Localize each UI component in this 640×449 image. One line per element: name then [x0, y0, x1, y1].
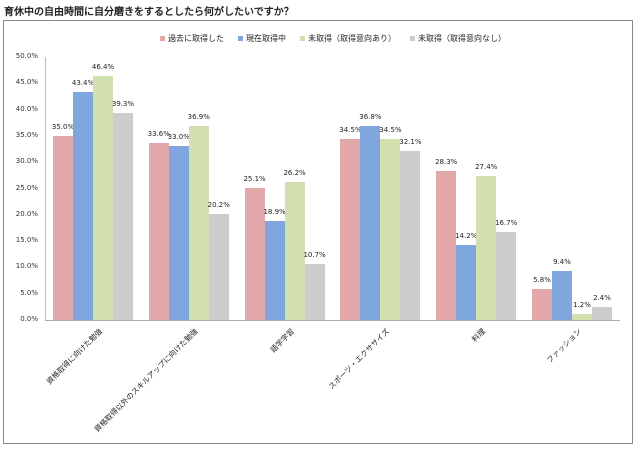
- data-label: 33.0%: [167, 133, 190, 142]
- bar: [244, 187, 265, 320]
- bar: [168, 146, 189, 320]
- data-label: 10.7%: [303, 250, 326, 259]
- data-label: 25.1%: [243, 174, 266, 183]
- y-tick-label: 30.0%: [15, 157, 38, 166]
- data-label: 26.2%: [283, 169, 306, 178]
- data-label: 32.1%: [399, 138, 422, 147]
- data-label: 1.2%: [573, 300, 591, 309]
- bar: [148, 143, 169, 320]
- legend-item: 未取得（取得意向あり）: [300, 33, 396, 44]
- data-label: 34.5%: [379, 125, 402, 134]
- y-tick-label: 25.0%: [15, 183, 38, 192]
- bar: [340, 138, 361, 320]
- legend-item: 過去に取得した: [160, 33, 224, 44]
- bar: [380, 138, 401, 320]
- y-tick-label: 45.0%: [15, 78, 38, 87]
- bar: [400, 151, 421, 320]
- y-tick-label: 15.0%: [15, 236, 38, 245]
- data-label: 14.2%: [455, 232, 478, 241]
- bar: [572, 313, 592, 320]
- data-label: 18.9%: [263, 207, 286, 216]
- legend-swatch-icon: [300, 36, 305, 41]
- chart-title: 育休中の自由時間に自分磨きをするとしたら何がしたいですか？: [4, 7, 294, 18]
- bar: [592, 307, 612, 320]
- data-label: 9.4%: [553, 257, 571, 266]
- data-label: 27.4%: [475, 162, 498, 171]
- data-label: 34.5%: [339, 125, 362, 134]
- data-label: 5.8%: [533, 276, 551, 285]
- bar: [73, 91, 93, 320]
- bar: [208, 213, 229, 320]
- y-tick-label: 5.0%: [20, 288, 38, 297]
- bar: [113, 113, 133, 320]
- data-label: 28.3%: [435, 158, 458, 167]
- data-label: 20.2%: [207, 200, 230, 209]
- data-label: 39.3%: [111, 100, 135, 109]
- y-tick-label: 10.0%: [15, 262, 38, 271]
- bar: [360, 126, 381, 320]
- data-label: 36.8%: [359, 113, 382, 122]
- legend-label: 過去に取得した: [168, 34, 224, 43]
- bar: [264, 220, 285, 320]
- data-label: 16.7%: [495, 219, 518, 228]
- bar: [284, 182, 305, 320]
- bar: [304, 263, 325, 320]
- y-tick-label: 35.0%: [15, 130, 38, 139]
- y-axis: [45, 57, 46, 320]
- bar: [188, 125, 209, 320]
- legend: 過去に取得した 現在取得中 未取得（取得意向あり） 未取得（取得意向なし）: [160, 33, 506, 44]
- x-axis: [45, 320, 620, 321]
- bar: [93, 75, 113, 320]
- bar: [496, 232, 517, 320]
- legend-swatch-icon: [238, 36, 243, 41]
- bar: [456, 245, 477, 320]
- data-label: 43.4%: [71, 78, 95, 87]
- legend-label: 未取得（取得意向あり）: [308, 34, 396, 43]
- data-label: 33.6%: [147, 130, 170, 139]
- data-label: 35.0%: [51, 122, 75, 131]
- chart-frame: [3, 20, 633, 444]
- bar: [552, 270, 572, 320]
- bar: [532, 289, 552, 320]
- legend-swatch-icon: [410, 36, 415, 41]
- y-tick-label: 20.0%: [15, 209, 38, 218]
- y-tick-label: 40.0%: [15, 104, 38, 113]
- bar: [53, 135, 73, 320]
- legend-item: 未取得（取得意向なし）: [410, 33, 506, 44]
- y-tick-label: 50.0%: [15, 52, 38, 60]
- data-label: 2.4%: [593, 294, 611, 303]
- legend-item: 現在取得中: [238, 33, 286, 44]
- legend-label: 現在取得中: [246, 34, 286, 43]
- data-label: 36.9%: [187, 112, 210, 121]
- y-tick-label: 0.0%: [20, 315, 38, 323]
- data-label: 46.4%: [91, 62, 115, 71]
- bar: [436, 171, 457, 320]
- legend-swatch-icon: [160, 36, 165, 41]
- bar: [476, 175, 497, 320]
- legend-label: 未取得（取得意向なし）: [418, 34, 506, 43]
